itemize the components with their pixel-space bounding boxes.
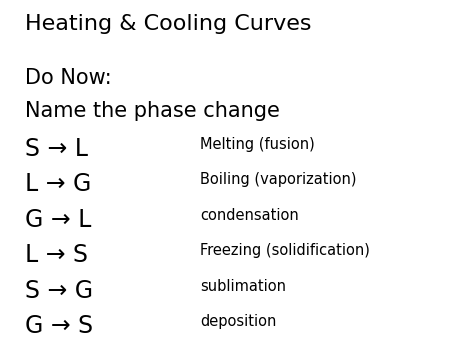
- Text: Name the phase change: Name the phase change: [25, 101, 279, 121]
- Text: S → G: S → G: [25, 279, 93, 303]
- Text: Heating & Cooling Curves: Heating & Cooling Curves: [25, 14, 311, 33]
- Text: S → L: S → L: [25, 137, 88, 161]
- Text: Melting (fusion): Melting (fusion): [200, 137, 315, 152]
- Text: L → S: L → S: [25, 243, 88, 267]
- Text: deposition: deposition: [200, 314, 277, 329]
- Text: G → S: G → S: [25, 314, 93, 338]
- Text: Do Now:: Do Now:: [25, 68, 112, 88]
- Text: Freezing (solidification): Freezing (solidification): [200, 243, 370, 258]
- Text: L → G: L → G: [25, 172, 91, 196]
- Text: condensation: condensation: [200, 208, 299, 223]
- Text: G → L: G → L: [25, 208, 91, 232]
- Text: sublimation: sublimation: [200, 279, 286, 294]
- Text: Boiling (vaporization): Boiling (vaporization): [200, 172, 357, 187]
